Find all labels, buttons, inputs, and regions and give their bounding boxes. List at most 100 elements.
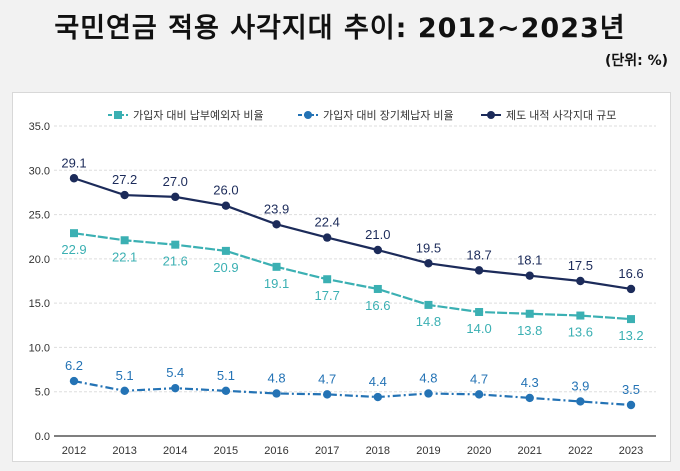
y-tick-label: 25.0 xyxy=(29,210,50,222)
legend-circle-marker xyxy=(487,111,495,119)
data-label: 18.1 xyxy=(517,253,542,268)
data-label: 19.1 xyxy=(264,276,289,291)
x-tick-label: 2014 xyxy=(163,445,187,457)
x-tick-label: 2022 xyxy=(568,445,592,457)
data-point xyxy=(373,245,383,255)
data-point xyxy=(171,383,180,393)
x-tick-label: 2013 xyxy=(112,445,136,457)
data-label: 4.8 xyxy=(419,370,437,385)
data-label: 3.9 xyxy=(571,378,589,393)
data-label: 14.8 xyxy=(416,314,441,329)
series-line xyxy=(73,177,632,291)
data-point xyxy=(475,308,484,316)
data-point xyxy=(474,390,484,399)
legend-square-marker xyxy=(114,111,122,119)
data-point xyxy=(171,192,180,202)
y-tick-label: 15.0 xyxy=(29,298,50,310)
data-label: 4.7 xyxy=(470,371,488,386)
data-label: 22.9 xyxy=(61,242,86,257)
x-tick-label: 2021 xyxy=(517,445,541,457)
data-label: 5.4 xyxy=(166,365,184,380)
data-point xyxy=(70,229,78,238)
data-label: 13.6 xyxy=(568,325,593,340)
data-label: 4.8 xyxy=(268,370,286,385)
data-point xyxy=(424,300,433,309)
y-tick-label: 20.0 xyxy=(29,254,50,266)
data-point xyxy=(69,376,79,386)
y-tick-label: 30.0 xyxy=(29,165,50,177)
data-label: 5.1 xyxy=(116,368,134,383)
data-label: 4.3 xyxy=(521,375,539,390)
data-label: 21.0 xyxy=(365,227,390,242)
legend-circle-marker xyxy=(304,111,312,119)
data-point xyxy=(373,392,383,402)
x-tick-label: 2023 xyxy=(619,445,643,457)
chart-title: 국민연금 적용 사각지대 추이: 2012~2023년 xyxy=(54,13,626,44)
y-tick-label: 0.0 xyxy=(35,431,50,443)
data-point xyxy=(272,262,281,271)
data-label: 18.7 xyxy=(466,247,491,262)
data-label: 4.7 xyxy=(318,371,336,386)
data-label: 29.1 xyxy=(61,155,86,170)
data-label: 16.6 xyxy=(365,298,390,313)
data-point xyxy=(424,259,433,268)
data-point xyxy=(576,397,585,406)
data-point xyxy=(373,284,382,293)
data-label: 20.9 xyxy=(213,260,238,275)
data-label: 22.4 xyxy=(315,215,340,230)
data-point xyxy=(424,389,433,398)
data-label: 5.1 xyxy=(217,368,235,383)
data-point xyxy=(323,275,332,284)
data-label: 4.4 xyxy=(369,374,387,389)
y-tick-label: 10.0 xyxy=(29,342,50,354)
x-tick-label: 2012 xyxy=(62,445,86,457)
x-tick-label: 2015 xyxy=(214,445,238,457)
data-point xyxy=(221,201,231,210)
data-label: 21.6 xyxy=(163,254,188,269)
x-tick-label: 2016 xyxy=(264,445,288,457)
data-label: 13.8 xyxy=(517,323,542,338)
data-point xyxy=(322,233,332,242)
data-point xyxy=(525,393,534,403)
data-point xyxy=(120,236,129,245)
data-point xyxy=(474,266,484,275)
legend-label: 제도 내적 사각지대 규모 xyxy=(506,109,616,122)
data-label: 16.6 xyxy=(618,266,643,281)
unit-label: (단위: %) xyxy=(604,53,668,69)
x-tick-label: 2018 xyxy=(366,445,390,457)
legend-label: 가입자 대비 납부예외자 비율 xyxy=(133,109,264,122)
data-label: 22.1 xyxy=(112,249,137,264)
series-line xyxy=(73,380,632,407)
data-point xyxy=(69,174,79,183)
data-point xyxy=(525,271,534,280)
x-tick-label: 2020 xyxy=(467,445,491,457)
chart-panel: 0.0 5.0 10.0 15.0 20.0 25.0 30.0 35.0 2012 2013 20… xyxy=(12,92,671,462)
data-point xyxy=(171,240,180,249)
x-tick-label: 2019 xyxy=(416,445,440,457)
data-label: 17.7 xyxy=(315,288,340,303)
legend-label: 가입자 대비 장기체납자 비율 xyxy=(323,109,454,122)
data-label: 14.0 xyxy=(466,321,491,336)
data-label: 3.5 xyxy=(622,382,640,397)
data-point xyxy=(525,309,534,318)
data-point xyxy=(272,389,281,398)
data-point xyxy=(221,386,231,396)
data-point xyxy=(322,390,332,399)
series-line xyxy=(73,232,632,321)
data-point xyxy=(626,284,636,294)
data-point xyxy=(120,190,129,200)
data-label: 17.5 xyxy=(568,258,593,273)
data-label: 23.9 xyxy=(264,201,289,216)
data-label: 27.0 xyxy=(163,174,188,189)
line-chart: 0.0 5.0 10.0 15.0 20.0 25.0 30.0 35.0 2012 2013 20… xyxy=(29,109,656,457)
y-tick-label: 35.0 xyxy=(29,121,50,133)
data-label: 19.5 xyxy=(416,240,441,255)
data-point xyxy=(272,220,281,229)
data-point xyxy=(626,400,636,410)
data-label: 6.2 xyxy=(65,358,83,373)
y-tick-label: 5.0 xyxy=(35,387,50,399)
data-label: 26.0 xyxy=(213,183,238,198)
data-point xyxy=(221,246,230,255)
data-point xyxy=(576,276,585,286)
data-point xyxy=(627,315,635,324)
